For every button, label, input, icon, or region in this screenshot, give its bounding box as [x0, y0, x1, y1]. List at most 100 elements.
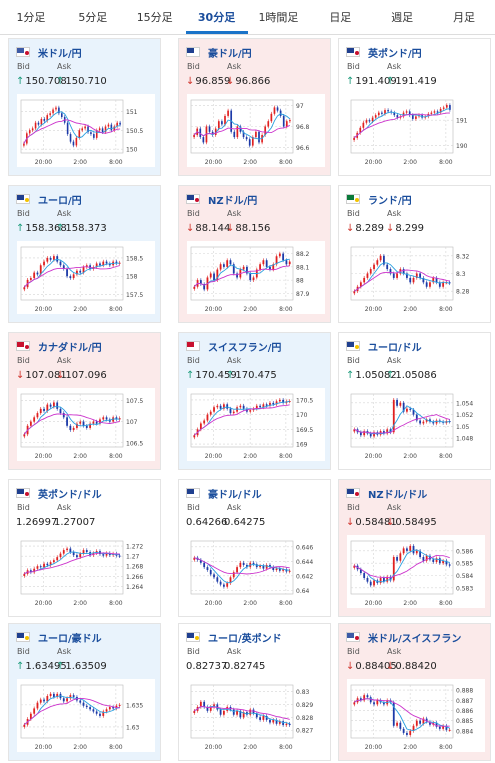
candle-body: [95, 130, 98, 138]
currency-pair[interactable]: カナダドル/円: [38, 342, 102, 354]
candle-body: [203, 562, 206, 568]
candle-body: [69, 695, 72, 699]
arrow-up-icon: ↑: [56, 223, 65, 234]
currency-pair[interactable]: 豪ドル/円: [208, 48, 252, 60]
currency-pair[interactable]: ユーロ/ドル: [368, 342, 422, 354]
candle-body: [221, 121, 223, 125]
currency-pair[interactable]: ランド/円: [368, 195, 412, 207]
rate-card[interactable]: ユーロ/豪ドル Bid Ask ↑1.63495 ↑1.63509 1.635 1.63 20…: [8, 623, 161, 761]
x-tick-label: 20:00: [365, 453, 382, 460]
tab-3[interactable]: 30分足: [185, 4, 248, 34]
candle-body: [419, 720, 422, 724]
candle-body: [255, 564, 258, 568]
candle-body: [79, 270, 82, 273]
candle-body: [59, 261, 62, 266]
x-tick-label: 8:00: [279, 306, 293, 313]
arrow-down-icon: ↓: [186, 76, 195, 87]
candle-body: [288, 723, 291, 726]
currency-pair[interactable]: ユーロ/円: [38, 195, 82, 207]
candle-body: [362, 122, 365, 128]
candle-body: [105, 709, 108, 712]
currency-pair[interactable]: 米ドル/円: [38, 48, 82, 60]
tab-7[interactable]: 月足: [453, 11, 476, 24]
bid-value: ↓0.88405: [346, 661, 397, 672]
rate-card[interactable]: ユーロ/円 Bid Ask ↑158.368 ↑158.373 158.5 158 157.5…: [8, 185, 161, 323]
rate-card[interactable]: ランド/円 Bid Ask ↓8.289 ↓8.299 8.32 8.3 8.28 20:00 2…: [338, 185, 491, 323]
rate-card[interactable]: 米ドル/円 Bid Ask ↑150.708 ↑150.710 151 150.5 150 20…: [8, 38, 161, 176]
x-tick-label: 2:00: [403, 453, 417, 460]
candle-body: [39, 408, 42, 414]
candle-body: [262, 260, 265, 265]
chart-svg: 97 96.8 96.6 20:00 2:00 8:00: [190, 99, 310, 166]
x-tick-label: 2:00: [403, 744, 417, 751]
candle-body: [46, 257, 49, 262]
rate-card[interactable]: 英ポンド/ドル Bid Ask 1.26997 1.27007 1.272 1.27 1.26…: [8, 479, 161, 617]
y-tick-label: 158.5: [126, 255, 143, 262]
currency-pair[interactable]: NZドル/ドル: [368, 489, 428, 501]
tab-4[interactable]: 1時間足: [258, 11, 299, 24]
candle-body: [363, 277, 366, 283]
rate-card[interactable]: ユーロ/英ポンド Bid Ask 0.82737 0.82745 0.83 0.829 0.8…: [178, 623, 331, 761]
currency-pair[interactable]: スイスフラン/円: [208, 342, 282, 354]
candle-body: [202, 137, 205, 143]
candle-body: [415, 550, 418, 554]
candle-body: [425, 555, 428, 561]
ask-label: Ask: [57, 647, 72, 656]
candle-body: [419, 420, 422, 424]
tab-6[interactable]: 週足: [391, 11, 414, 24]
x-tick-label: 8:00: [109, 159, 123, 166]
candle-body: [409, 545, 412, 551]
short-ma-line: [354, 405, 450, 435]
tab-1[interactable]: 5分足: [78, 11, 108, 24]
rate-card[interactable]: NZドル/ドル Bid Ask ↓0.58481 ↓0.58495 0.586 0.585 0…: [338, 479, 491, 617]
candle-body: [99, 263, 101, 266]
rate-card[interactable]: NZドル/円 Bid Ask ↓88.144 ↓88.156 88.2 88.1 88 87.9…: [178, 185, 331, 323]
candle-body: [408, 111, 411, 116]
chart-svg: 158.5 158 157.5 20:00 2:00 8:00: [20, 246, 143, 313]
tab-2[interactable]: 15分足: [136, 11, 173, 24]
y-tick-label: 1.264: [126, 584, 143, 591]
currency-pair[interactable]: 米ドル/スイスフラン: [368, 633, 462, 645]
currency-pair[interactable]: ユーロ/豪ドル: [38, 633, 102, 645]
bid-label: Bid: [17, 356, 30, 365]
candle-body: [219, 709, 222, 715]
x-tick-label: 20:00: [205, 744, 222, 751]
rate-card[interactable]: カナダドル/円 Bid Ask ↓107.081 ↓107.096 107.5 107 106…: [8, 332, 161, 470]
currency-pair[interactable]: NZドル/円: [208, 195, 258, 207]
rate-card[interactable]: 豪ドル/円 Bid Ask ↓96.859 ↓96.866 97 96.8 96.6 20:00…: [178, 38, 331, 176]
rate-card[interactable]: 米ドル/スイスフラン Bid Ask ↓0.88405 ↓0.88420 0.888 0.8…: [338, 623, 491, 761]
rate-card[interactable]: 英ポンド/円 Bid Ask ↑191.409 ↑191.419 191 190 20:00 2…: [338, 38, 491, 176]
candle-body: [270, 113, 273, 122]
currency-pair[interactable]: 英ポンド/円: [368, 48, 422, 60]
x-tick-label: 20:00: [205, 453, 222, 460]
candle-body: [227, 110, 229, 116]
ask-value: ↑1.05086: [386, 370, 437, 381]
plot-frame: [20, 246, 124, 301]
candle-body: [363, 431, 366, 436]
long-ma-line: [193, 124, 291, 137]
candle-body: [98, 128, 101, 131]
candle-body: [66, 268, 68, 277]
currency-pair[interactable]: 英ポンド/ドル: [38, 489, 102, 501]
candle-body: [108, 707, 111, 710]
currency-pair[interactable]: ユーロ/英ポンド: [208, 633, 282, 645]
x-tick-label: 20:00: [35, 600, 52, 607]
plot-frame: [350, 684, 454, 739]
rate-card[interactable]: 豪ドル/ドル Bid Ask 0.64266 0.64275 0.646 0.644 0.64…: [178, 479, 331, 617]
rate-card[interactable]: スイスフラン/円 Bid Ask ↑170.459 ↑170.475 170.5 170 16…: [178, 332, 331, 470]
tab-5[interactable]: 日足: [329, 11, 352, 24]
y-tick-label: 0.884: [456, 728, 473, 735]
short-ma-line: [23, 406, 120, 435]
candle-body: [85, 705, 88, 708]
bid-value: ↑150.708: [16, 76, 67, 87]
candle-body: [396, 557, 398, 561]
candle-body: [276, 107, 279, 111]
tab-0[interactable]: 1分足: [16, 11, 46, 24]
currency-pair[interactable]: 豪ドル/ドル: [208, 489, 262, 501]
chart-svg: 0.586 0.585 0.584 0.583 20:00 2:00 8:00: [350, 540, 473, 607]
arrow-down-icon: ↓: [386, 517, 395, 528]
chart-svg: 1.272 1.27 1.268 1.266 1.264 20:00 2:00 8:00: [20, 540, 143, 607]
candle-body: [429, 282, 431, 287]
rate-card[interactable]: ユーロ/ドル Bid Ask ↑1.05082 ↑1.05086 1.054 1.052 1.…: [338, 332, 491, 470]
candle-body: [386, 429, 389, 434]
